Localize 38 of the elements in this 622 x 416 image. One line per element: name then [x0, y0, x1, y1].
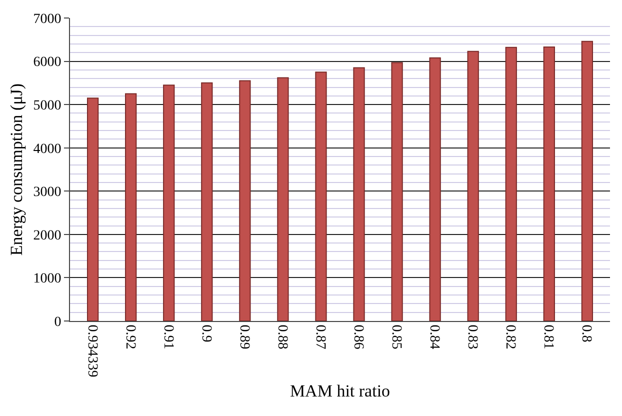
bar	[239, 80, 251, 321]
y-tick-label: 4000	[33, 142, 62, 157]
bar	[391, 62, 403, 321]
x-tick-label: 0.8	[578, 324, 594, 342]
y-tick-label: 2000	[33, 228, 62, 244]
x-tick-label: 0.89	[236, 324, 252, 350]
x-axis-title: MAM hit ratio	[290, 382, 390, 401]
x-tick-label: 0.83	[464, 324, 480, 350]
x-tick-label: 0.934339	[84, 324, 100, 378]
bar	[86, 98, 99, 321]
bar	[201, 82, 213, 321]
x-tick-label: 0.9	[198, 324, 214, 342]
bar	[505, 46, 517, 321]
x-tick-label: 0.87	[312, 324, 328, 350]
y-tick-label: 1000	[33, 272, 62, 287]
x-tick-label: 0.82	[502, 324, 518, 350]
bar	[429, 57, 441, 321]
bar	[315, 72, 327, 321]
bar	[125, 93, 137, 321]
x-tick-label: 0.84	[426, 324, 442, 350]
x-tick-label: 0.92	[122, 324, 138, 350]
x-tick-label: 0.86	[350, 324, 366, 350]
x-tick-label: 0.91	[160, 324, 176, 350]
y-axis-title: Energy consumption (μJ)	[6, 83, 26, 256]
x-tick-label: 0.88	[274, 324, 290, 350]
bar	[353, 67, 365, 321]
bar	[277, 77, 289, 321]
x-tick-label: 0.85	[388, 324, 404, 350]
y-tick-label: 7000	[33, 12, 62, 27]
y-tick-label: 6000	[33, 55, 62, 70]
bar	[581, 40, 594, 321]
x-tick-label: 0.81	[540, 324, 556, 350]
y-tick-label: 3000	[33, 185, 62, 200]
y-tick-label: 0	[54, 314, 62, 330]
bar	[163, 84, 175, 321]
bar	[543, 46, 555, 321]
bar	[467, 50, 479, 321]
y-tick-label: 5000	[33, 98, 62, 114]
